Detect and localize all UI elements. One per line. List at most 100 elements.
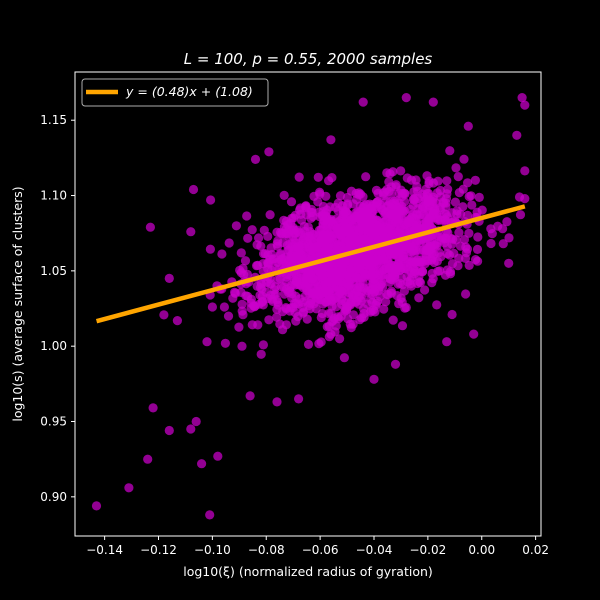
scatter-point (471, 176, 480, 185)
scatter-point (213, 452, 222, 461)
scatter-point (486, 224, 495, 233)
scatter-point (469, 330, 478, 339)
scatter-point (328, 302, 337, 311)
scatter-point (251, 155, 260, 164)
scatter-point (264, 315, 273, 324)
scatter-point (429, 207, 438, 216)
scatter-point (427, 255, 436, 264)
scatter-point (409, 195, 418, 204)
scatter-point (165, 426, 174, 435)
scatter-point (356, 223, 365, 232)
scatter-point (486, 239, 495, 248)
scatter-point (186, 424, 195, 433)
y-tick-label: 1.05 (40, 264, 67, 278)
scatter-point (330, 327, 339, 336)
scatter-point (294, 394, 303, 403)
scatter-point (306, 233, 315, 242)
scatter-point (334, 218, 343, 227)
x-tick-label: −0.08 (248, 543, 285, 557)
scatter-point (146, 223, 155, 232)
scatter-point (237, 248, 246, 257)
scatter-point (340, 353, 349, 362)
scatter-point (202, 337, 211, 346)
scatter-point (372, 227, 381, 236)
scatter-point (278, 325, 287, 334)
x-axis-label: log10(ξ) (normalized radius of gyration) (183, 564, 433, 579)
scatter-point (416, 238, 425, 247)
scatter-point (516, 210, 525, 219)
x-tick-label: −0.04 (356, 543, 393, 557)
scatter-point (292, 252, 301, 261)
scatter-point (448, 310, 457, 319)
y-tick-label: 0.90 (40, 490, 67, 504)
scatter-point (189, 185, 198, 194)
scatter-point (398, 321, 407, 330)
scatter-point (258, 292, 267, 301)
scatter-point (432, 300, 441, 309)
scatter-point (454, 172, 463, 181)
scatter-point (124, 483, 133, 492)
y-tick-label: 1.10 (40, 189, 67, 203)
y-tick-label: 1.15 (40, 113, 67, 127)
scatter-point (414, 293, 423, 302)
scatter-point (338, 228, 347, 237)
scatter-point (306, 299, 315, 308)
scatter-point (272, 228, 281, 237)
scatter-point (272, 397, 281, 406)
scatter-point (208, 302, 217, 311)
scatter-point (280, 191, 289, 200)
scatter-point (295, 173, 304, 182)
scatter-point (442, 176, 451, 185)
scatter-point (321, 278, 330, 287)
scatter-point (402, 303, 411, 312)
scatter-point (460, 235, 469, 244)
x-tick-label: 0.02 (522, 543, 549, 557)
scatter-point (463, 245, 472, 254)
scatter-point (473, 232, 482, 241)
scatter-point (335, 269, 344, 278)
scatter-point (372, 299, 381, 308)
scatter-point (326, 135, 335, 144)
scatter-point (369, 275, 378, 284)
scatter-point (451, 198, 460, 207)
y-tick-label: 1.00 (40, 339, 67, 353)
scatter-point (459, 185, 468, 194)
scatter-point (287, 197, 296, 206)
scatter-point (433, 177, 442, 186)
scatter-point (400, 197, 409, 206)
scatter-point (301, 281, 310, 290)
scatter-point (414, 204, 423, 213)
scatter-point (413, 279, 422, 288)
scatter-point (520, 101, 529, 110)
scatter-point (239, 270, 248, 279)
scatter-point (234, 323, 243, 332)
scatter-point (197, 459, 206, 468)
scatter-point (159, 310, 168, 319)
scatter-point (307, 205, 316, 214)
scatter-point (315, 190, 324, 199)
scatter-point (356, 190, 365, 199)
scatter-point (388, 230, 397, 239)
scatter-point (346, 320, 355, 329)
scatter-point (461, 254, 470, 263)
scatter-point (314, 230, 323, 239)
scatter-point (206, 195, 215, 204)
scatter-point (407, 248, 416, 257)
scatter-point (443, 265, 452, 274)
scatter-point (186, 227, 195, 236)
scatter-point (289, 303, 298, 312)
scatter-point (473, 245, 482, 254)
x-tick-label: −0.02 (409, 543, 446, 557)
scatter-point (384, 290, 393, 299)
scatter-point (217, 249, 226, 258)
scatter-point (499, 239, 508, 248)
scatter-point (387, 210, 396, 219)
scatter-point (389, 316, 398, 325)
x-tick-label: −0.14 (86, 543, 123, 557)
scatter-point (442, 337, 451, 346)
scatter-point (498, 224, 507, 233)
scatter-point (465, 192, 474, 201)
scatter-point (359, 267, 368, 276)
scatter-point (277, 282, 286, 291)
scatter-point (433, 188, 442, 197)
